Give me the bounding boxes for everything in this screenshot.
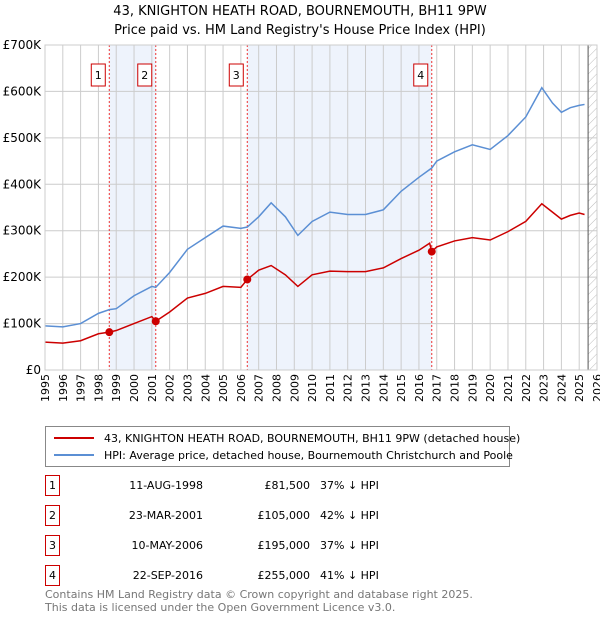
footer-line: Contains HM Land Registry data © Crown c…	[45, 588, 473, 601]
sale-price: £255,000	[257, 569, 311, 582]
x-tick-label: 2020	[484, 374, 497, 402]
x-tick-label: 2006	[235, 374, 248, 402]
x-tick-label: 2024	[555, 374, 568, 402]
forecast-hatch	[588, 45, 597, 370]
sale-label: 2	[141, 69, 148, 82]
legend-item-property: 43, KNIGHTON HEATH ROAD, BOURNEMOUTH, BH…	[54, 430, 520, 446]
y-tick-label: £400K	[3, 177, 43, 191]
sale-label-box	[413, 63, 429, 87]
x-tick-label: 2016	[413, 374, 426, 402]
x-tick-label: 2007	[253, 374, 266, 402]
sale-price: £81,500	[264, 479, 311, 492]
sale-hpi-diff: 42% ↓ HPI	[320, 509, 379, 522]
legend-swatch	[54, 437, 94, 439]
y-tick-label: £0	[26, 363, 41, 377]
sale-point	[427, 247, 436, 256]
sale-price: £195,000	[257, 539, 311, 552]
footer: Contains HM Land Registry data © Crown c…	[45, 588, 473, 614]
sale-label: 4	[417, 69, 424, 82]
sale-label-box	[137, 63, 153, 87]
price-line	[44, 202, 585, 344]
x-tick-label: 2018	[449, 374, 462, 402]
y-tick-label: £600K	[3, 84, 43, 98]
x-tick-label: 2023	[538, 374, 551, 402]
sale-hpi-diff: 37% ↓ HPI	[320, 479, 379, 492]
x-tick-label: 1995	[39, 374, 52, 402]
x-tick-label: 1999	[110, 374, 123, 402]
shaded-range	[109, 45, 156, 370]
x-tick-label: 2025	[573, 374, 586, 402]
x-tick-label: 2002	[164, 374, 177, 402]
chart-title: 43, KNIGHTON HEATH ROAD, BOURNEMOUTH, BH…	[0, 2, 600, 40]
y-tick-label: £100K	[3, 317, 43, 331]
sale-hpi-diff: 37% ↓ HPI	[320, 539, 379, 552]
sale-label: 1	[95, 69, 102, 82]
x-tick-label: 2014	[377, 374, 390, 402]
legend-swatch	[54, 454, 94, 456]
legend-label: HPI: Average price, detached house, Bour…	[104, 448, 513, 462]
sale-point	[105, 328, 114, 337]
x-tick-label: 2017	[431, 374, 444, 402]
sale-date: 22-SEP-2016	[132, 569, 203, 582]
sale-date: 10-MAY-2006	[131, 539, 203, 552]
x-tick-label: 2011	[324, 374, 337, 402]
x-tick-label: 1997	[75, 374, 88, 402]
x-tick-label: 2009	[288, 374, 301, 402]
x-tick-label: 2010	[306, 374, 319, 402]
title: 43, KNIGHTON HEATH ROAD, BOURNEMOUTH, BH…	[113, 4, 487, 19]
x-tick-label: 2001	[146, 374, 159, 402]
x-tick-label: 2008	[270, 374, 283, 402]
y-tick-label: £500K	[3, 131, 43, 145]
x-tick-label: 2003	[181, 374, 194, 402]
sale-number: 1	[45, 475, 60, 496]
sale-label-box	[90, 63, 106, 87]
x-tick-label: 2026	[591, 374, 600, 402]
sale-point	[243, 275, 252, 284]
sale-date: 23-MAR-2001	[128, 509, 203, 522]
x-tick-label: 2015	[395, 374, 408, 402]
x-tick-label: 2022	[520, 374, 533, 402]
sale-price: £105,000	[257, 509, 311, 522]
legend-item-hpi: HPI: Average price, detached house, Bour…	[54, 447, 513, 463]
x-tick-label: 1996	[57, 374, 70, 402]
x-tick-label: 2013	[360, 374, 373, 402]
sale-number: 2	[45, 505, 60, 526]
legend-label: 43, KNIGHTON HEATH ROAD, BOURNEMOUTH, BH…	[104, 431, 521, 445]
x-tick-label: 2004	[199, 374, 212, 402]
x-tick-label: 1998	[92, 374, 105, 402]
sale-hpi-diff: 41% ↓ HPI	[320, 569, 379, 582]
y-tick-label: £200K	[3, 270, 43, 284]
sale-date: 11-AUG-1998	[129, 479, 203, 492]
x-tick-label: 2012	[342, 374, 355, 402]
sale-point	[151, 317, 160, 326]
y-tick-label: £700K	[3, 38, 43, 52]
x-tick-label: 2000	[128, 374, 141, 402]
legend: 43, KNIGHTON HEATH ROAD, BOURNEMOUTH, BH…	[45, 426, 520, 467]
x-tick-label: 2005	[217, 374, 230, 402]
chart: 1995 1996 1997 1998 1999 2000 2001 2002 2003 2004…	[3, 38, 600, 402]
y-tick-label: £300K	[3, 224, 43, 238]
x-tick-label: 2021	[502, 374, 515, 402]
plot-border	[44, 44, 598, 371]
sale-label-box	[228, 63, 244, 87]
footer-line: This data is licensed under the Open Gov…	[45, 601, 396, 614]
x-tick-label: 2019	[466, 374, 479, 402]
sale-number: 4	[45, 565, 60, 586]
hpi-line	[44, 86, 585, 328]
sale-number: 3	[45, 535, 60, 556]
subtitle: Price paid vs. HM Land Registry's House …	[114, 23, 486, 38]
sale-label: 3	[233, 69, 240, 82]
